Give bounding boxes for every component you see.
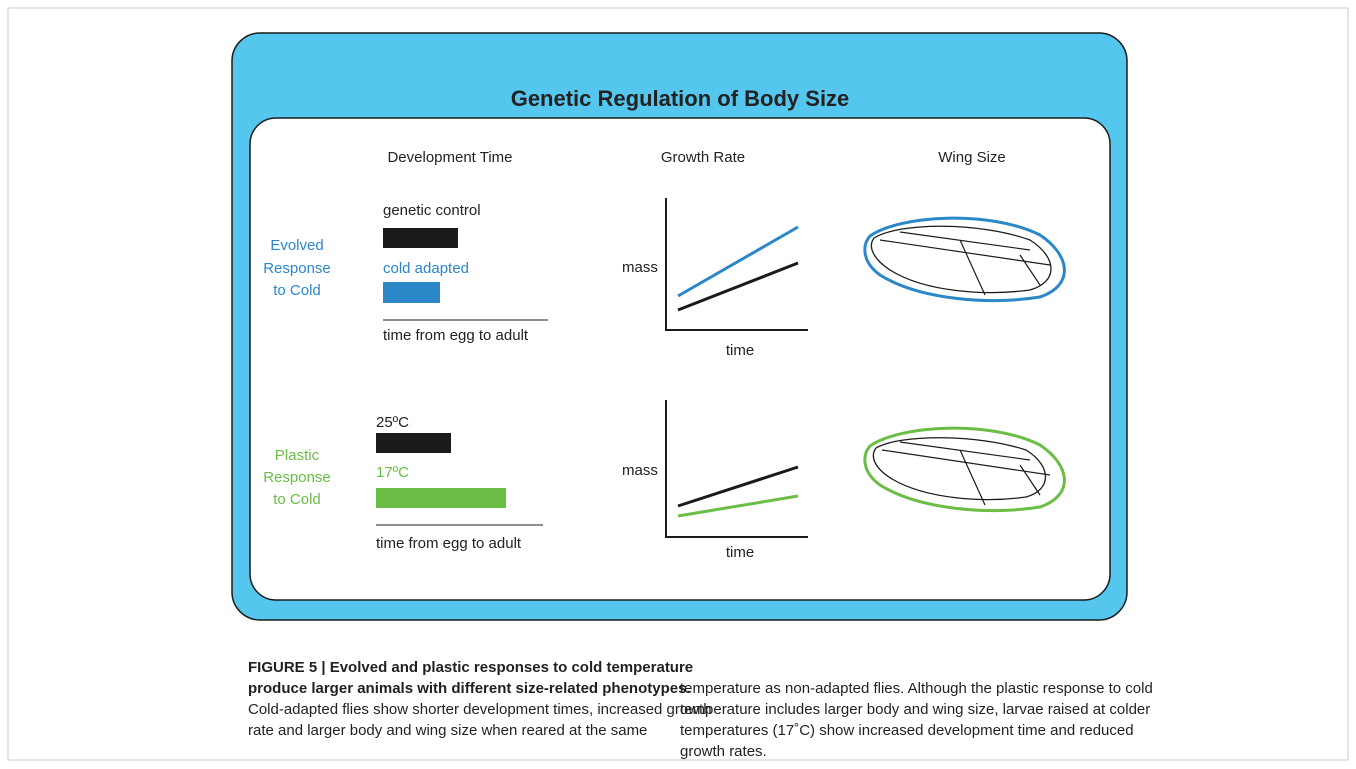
y-label: mass: [622, 462, 658, 479]
bar: [376, 433, 451, 453]
row-label: Response: [263, 260, 331, 277]
figure: Genetic Regulation of Body Size Developm…: [0, 0, 1356, 769]
bar-label: 17ºC: [376, 464, 409, 481]
x-label: time: [726, 544, 754, 561]
bar: [383, 228, 458, 248]
x-label: time: [726, 342, 754, 359]
row-label: to Cold: [273, 282, 321, 299]
row-label: Response: [263, 469, 331, 486]
caption-line: temperature includes larger body and win…: [680, 701, 1150, 718]
caption-line: FIGURE 5 | Evolved and plastic responses…: [248, 659, 693, 676]
caption-line: growth rates.: [680, 743, 767, 760]
row-label: Evolved: [270, 237, 323, 254]
caption-line: Cold-adapted flies show shorter developm…: [248, 701, 712, 718]
caption-line: temperature as non-adapted flies. Althou…: [680, 680, 1153, 697]
column-header: Growth Rate: [661, 149, 745, 166]
y-label: mass: [622, 259, 658, 276]
axis-label: time from egg to adult: [383, 327, 529, 344]
bar: [376, 488, 506, 508]
row-label: to Cold: [273, 491, 321, 508]
page: Genetic Regulation of Body Size Developm…: [0, 0, 1356, 769]
axis-label: time from egg to adult: [376, 535, 522, 552]
bar-label: 25ºC: [376, 414, 409, 431]
bar: [383, 282, 440, 303]
caption-line: rate and larger body and wing size when …: [248, 722, 647, 739]
caption-line: produce larger animals with different si…: [248, 680, 691, 697]
figure-title: Genetic Regulation of Body Size: [511, 86, 850, 111]
bar-label: genetic control: [383, 202, 481, 219]
column-header: Wing Size: [938, 149, 1006, 166]
column-header: Development Time: [387, 149, 512, 166]
bar-label: cold adapted: [383, 260, 469, 277]
row-label: Plastic: [275, 447, 320, 464]
inner-panel: [250, 118, 1110, 600]
caption-line: temperatures (17˚C) show increased devel…: [680, 722, 1134, 739]
